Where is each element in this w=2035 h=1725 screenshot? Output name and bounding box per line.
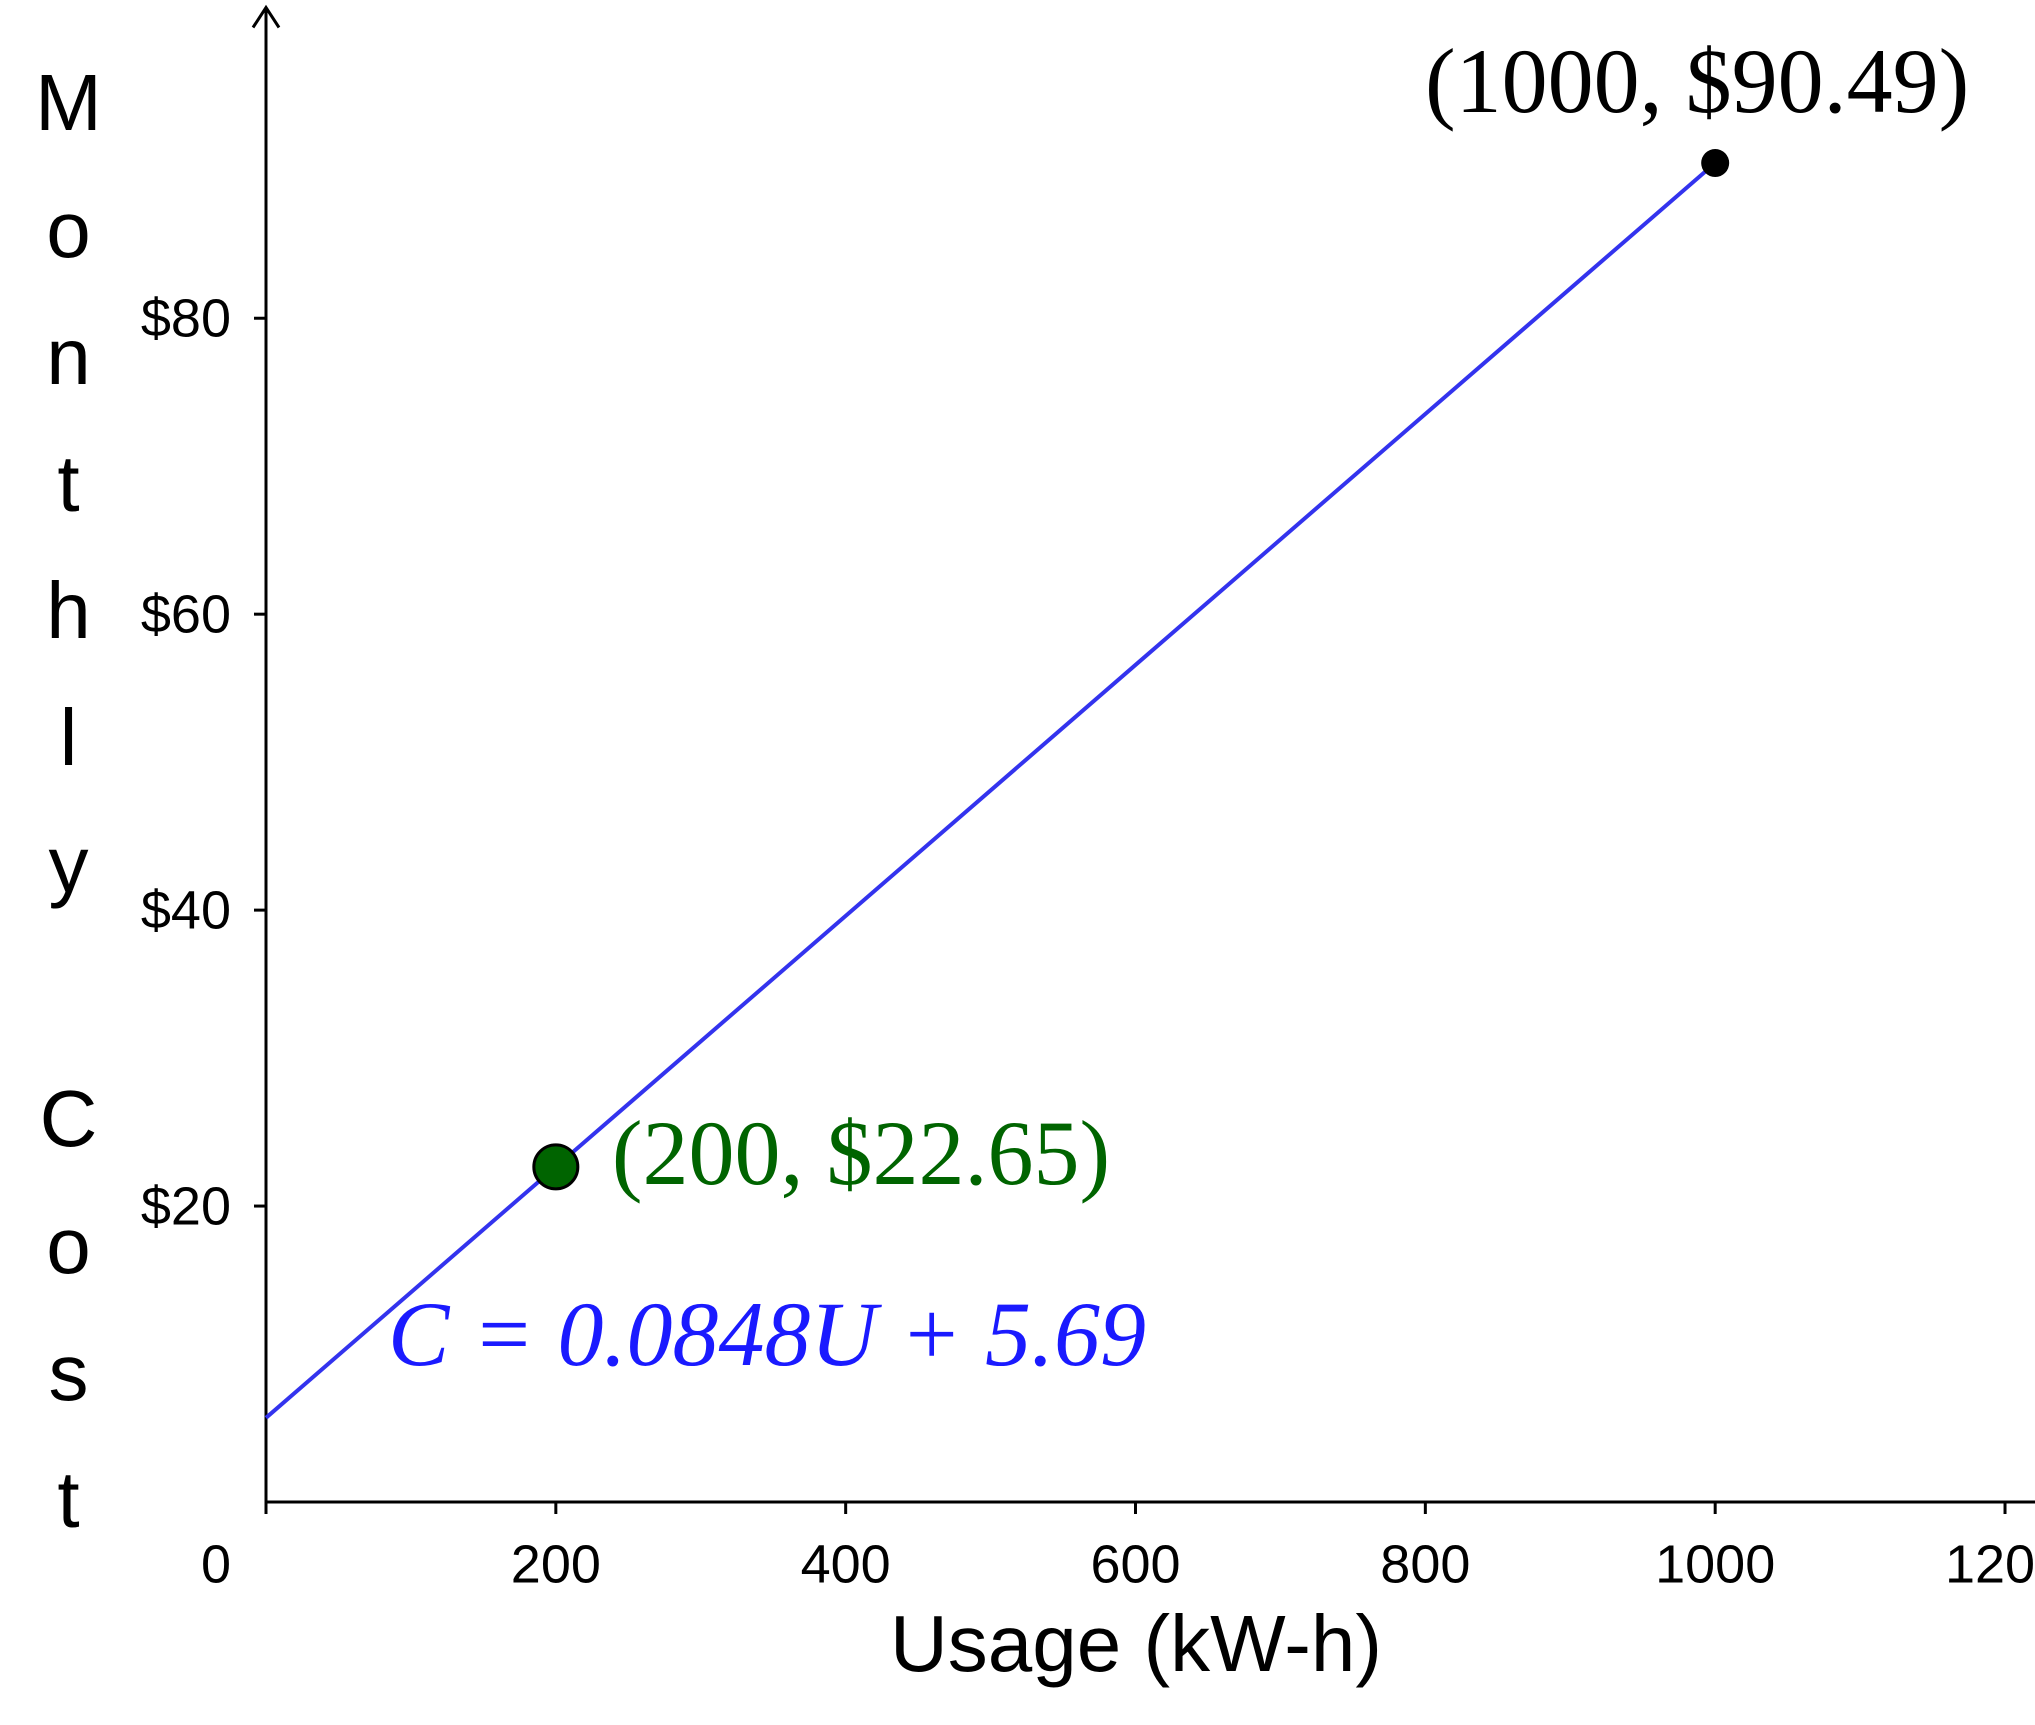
x-tick-label: 600 [1090,1534,1180,1594]
equation: C = 0.0848U + 5.69 [388,1283,1146,1385]
x-tick-label: 1000 [1655,1534,1775,1594]
x-tick-label: 800 [1380,1534,1470,1594]
line [264,161,1717,1420]
y-axis-label: Monthly Cost [24,58,113,1582]
y-tick-label: $20 [141,1176,231,1236]
x-axis-label: Usage (kW-h) [890,1599,1382,1688]
y-tick-label: $40 [141,880,231,940]
point [1701,149,1730,178]
x-tick-label: 1200 [1945,1534,2035,1594]
point-label: (1000, $90.49) [1425,30,1969,132]
x-tick-label: 200 [511,1534,601,1594]
point-label: (200, $22.65) [612,1102,1110,1204]
y-tick-label: $80 [141,289,231,349]
point [532,1143,580,1191]
y-axis-arrow [251,4,281,29]
y-tick-label: $60 [141,584,231,644]
x-tick-label: 400 [801,1534,891,1594]
x-tick-label: 0 [201,1534,231,1594]
